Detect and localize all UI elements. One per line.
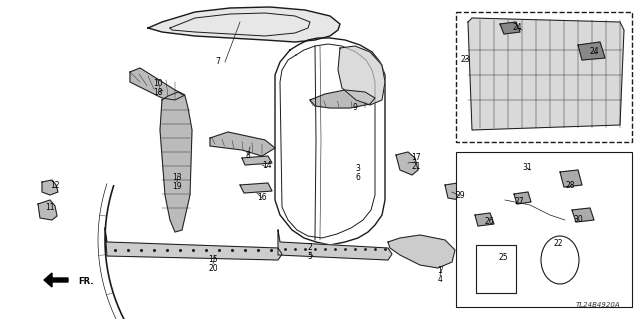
Polygon shape	[148, 7, 340, 42]
Bar	[476, 245, 516, 293]
Polygon shape	[130, 68, 185, 100]
Text: 1
4: 1 4	[438, 266, 442, 284]
Text: TL24B4920A: TL24B4920A	[575, 302, 620, 308]
Text: 3
6: 3 6	[356, 164, 360, 182]
Polygon shape	[310, 90, 375, 108]
Text: 12: 12	[51, 181, 60, 189]
Polygon shape	[278, 230, 392, 260]
Text: 15
20: 15 20	[208, 255, 218, 273]
Polygon shape	[105, 228, 282, 260]
Polygon shape	[338, 46, 385, 105]
Polygon shape	[396, 152, 418, 175]
Text: 14: 14	[262, 161, 272, 170]
Text: 26: 26	[484, 218, 494, 226]
FancyBboxPatch shape	[456, 152, 632, 307]
Text: 7: 7	[216, 57, 220, 66]
Text: 31: 31	[522, 164, 532, 173]
Text: 8: 8	[246, 151, 250, 160]
Text: 9: 9	[353, 102, 357, 112]
Polygon shape	[500, 22, 520, 34]
FancyBboxPatch shape	[456, 12, 632, 142]
Polygon shape	[242, 156, 272, 165]
Polygon shape	[560, 170, 582, 187]
Polygon shape	[160, 92, 192, 232]
Polygon shape	[42, 180, 58, 195]
Text: 17
21: 17 21	[411, 153, 421, 171]
Polygon shape	[514, 192, 531, 204]
Polygon shape	[445, 183, 463, 200]
Ellipse shape	[541, 236, 579, 284]
Polygon shape	[572, 208, 594, 222]
Text: 10
18: 10 18	[153, 79, 163, 97]
Text: 30: 30	[573, 216, 583, 225]
Text: 24: 24	[512, 24, 522, 33]
Polygon shape	[468, 18, 624, 130]
Text: 27: 27	[514, 197, 524, 206]
Text: 28: 28	[565, 181, 575, 189]
Polygon shape	[578, 42, 605, 60]
Text: 25: 25	[498, 254, 508, 263]
Text: 24: 24	[589, 48, 599, 56]
Text: 2
5: 2 5	[308, 243, 312, 261]
Text: 13
19: 13 19	[172, 173, 182, 191]
Text: 22: 22	[553, 239, 563, 248]
Text: 16: 16	[257, 192, 267, 202]
Text: 29: 29	[455, 190, 465, 199]
Polygon shape	[388, 235, 455, 268]
Polygon shape	[210, 132, 275, 156]
Text: 11: 11	[45, 203, 55, 211]
Text: FR.: FR.	[78, 277, 93, 286]
Polygon shape	[240, 183, 272, 193]
Polygon shape	[475, 213, 494, 226]
Polygon shape	[44, 273, 68, 287]
Polygon shape	[38, 200, 57, 220]
Text: 23: 23	[460, 56, 470, 64]
